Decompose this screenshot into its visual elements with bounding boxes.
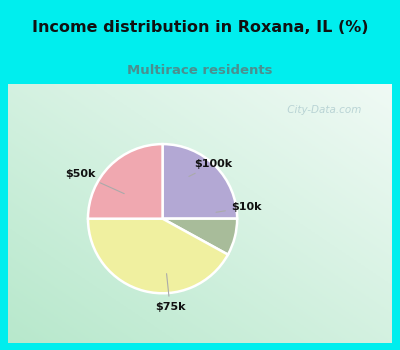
Wedge shape — [88, 219, 228, 293]
Text: $10k: $10k — [216, 203, 261, 212]
Text: Income distribution in Roxana, IL (%): Income distribution in Roxana, IL (%) — [32, 20, 368, 35]
Text: $75k: $75k — [155, 274, 185, 312]
Text: $100k: $100k — [189, 159, 232, 176]
Text: City-Data.com: City-Data.com — [284, 105, 362, 115]
Wedge shape — [88, 144, 162, 219]
Text: $50k: $50k — [65, 169, 124, 194]
Wedge shape — [162, 219, 237, 254]
Wedge shape — [162, 144, 237, 219]
Text: Multirace residents: Multirace residents — [127, 64, 273, 77]
